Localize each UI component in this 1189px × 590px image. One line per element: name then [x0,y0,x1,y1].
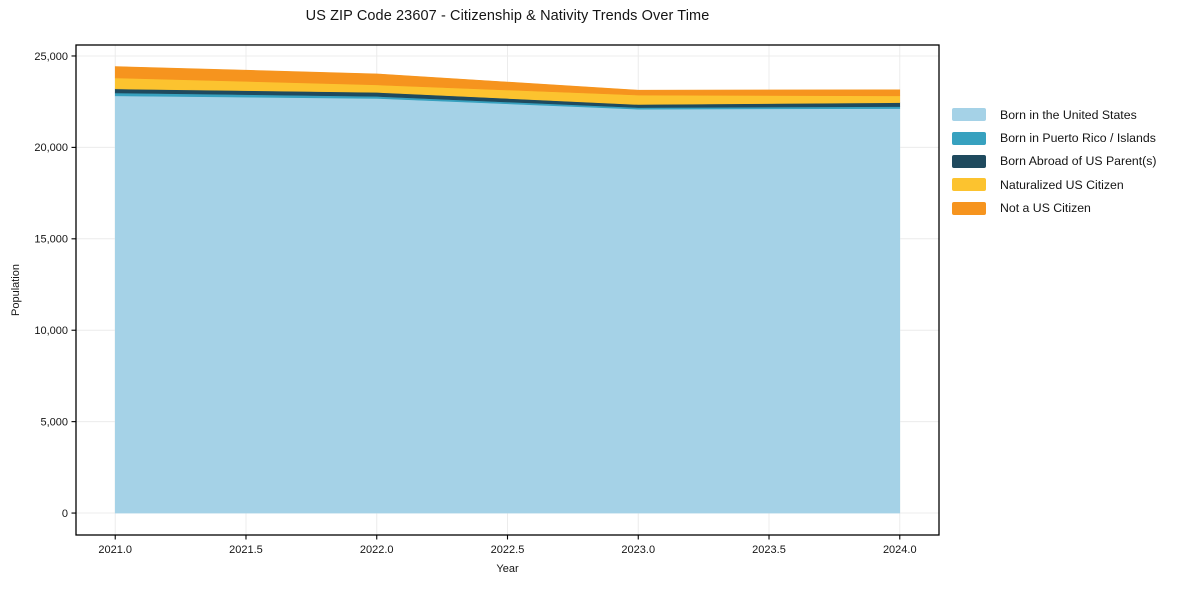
area-series-4 [114,66,901,97]
legend-swatch-icon [952,178,986,192]
y-tick-label: 0 [62,508,68,520]
legend-label: Born in the United States [1000,107,1137,122]
legend-label: Born in Puerto Rico / Islands [1000,131,1156,146]
legend-swatch-icon [952,201,986,215]
area-series-0 [114,95,901,514]
x-tick-label: 2021.5 [229,544,263,556]
legend-item-0: Born in the United States [952,103,1157,126]
y-tick-label: 25,000 [34,51,68,63]
x-tick-label: 2022.0 [360,544,394,556]
y-tick-label: 20,000 [34,142,68,154]
legend-item-1: Born in Puerto Rico / Islands [952,126,1157,149]
legend-swatch-icon [952,131,986,145]
legend-swatch-icon [952,108,986,122]
legend-label: Born Abroad of US Parent(s) [1000,154,1157,169]
legend-swatch-icon [952,154,986,168]
legend-item-3: Naturalized US Citizen [952,173,1157,196]
y-tick-label: 10,000 [34,325,68,337]
legend-item-4: Not a US Citizen [952,197,1157,220]
x-tick-label: 2023.0 [621,544,655,556]
y-tick-label: 5,000 [40,416,68,428]
x-tick-label: 2024.0 [883,544,917,556]
y-tick-label: 15,000 [34,234,68,246]
x-tick-label: 2022.5 [491,544,525,556]
chart-title: US ZIP Code 23607 - Citizenship & Nativi… [305,8,710,24]
legend-item-2: Born Abroad of US Parent(s) [952,150,1157,173]
legend-label: Not a US Citizen [1000,201,1091,216]
legend-label: Naturalized US Citizen [1000,177,1124,192]
x-tick-label: 2021.0 [98,544,132,556]
x-tick-label: 2023.5 [752,544,786,556]
x-axis-label: Year [496,563,519,575]
legend: Born in the United States Born in Puerto … [952,103,1157,220]
